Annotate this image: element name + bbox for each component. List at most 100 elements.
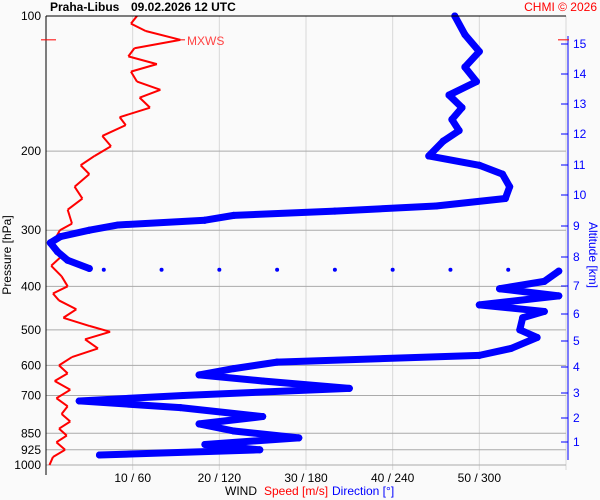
speed-segment bbox=[58, 356, 73, 367]
direction-segment bbox=[114, 216, 209, 229]
direction-wrap-dot bbox=[275, 267, 280, 272]
direction-segment bbox=[230, 207, 339, 219]
speed-segment bbox=[55, 397, 69, 408]
speed-segment bbox=[134, 38, 181, 50]
speed-segment bbox=[54, 372, 69, 382]
altitude-tick-label: 14 bbox=[573, 67, 587, 81]
speed-segment bbox=[89, 324, 111, 333]
direction-point bbox=[201, 440, 209, 448]
speed-segment bbox=[130, 71, 138, 83]
direction-point bbox=[506, 183, 514, 191]
speed-segment bbox=[80, 155, 96, 167]
direction-point bbox=[461, 63, 469, 71]
direction-segment bbox=[331, 202, 440, 215]
direction-segment bbox=[475, 161, 506, 178]
x-axis-speed-label: Speed [m/s] bbox=[264, 484, 328, 498]
direction-point bbox=[230, 365, 238, 373]
x-tick-label: 40 / 240 bbox=[371, 471, 415, 485]
speed-segment bbox=[52, 285, 69, 295]
direction-segment bbox=[95, 446, 264, 459]
speed-segment bbox=[119, 106, 151, 119]
speed-segment bbox=[84, 330, 111, 341]
y-tick-label: 850 bbox=[21, 426, 41, 440]
altitude-tick-label: 6 bbox=[573, 307, 580, 321]
direction-segment bbox=[451, 12, 469, 39]
x-tick-label: 10 / 60 bbox=[114, 471, 151, 485]
altitude-tick-label: 1 bbox=[573, 435, 580, 449]
direction-segment bbox=[195, 371, 267, 385]
y-tick-label: 1000 bbox=[14, 458, 41, 472]
speed-segment bbox=[145, 30, 181, 41]
direction-point bbox=[472, 78, 480, 86]
speed-segment bbox=[128, 55, 158, 66]
altitude-tick-label: 7 bbox=[573, 279, 580, 293]
altitude-tick-label: 2 bbox=[573, 411, 580, 425]
direction-point bbox=[516, 326, 524, 334]
direction-point bbox=[555, 292, 563, 300]
direction-segment bbox=[179, 384, 353, 399]
speed-segment bbox=[60, 413, 71, 423]
direction-point bbox=[540, 307, 548, 315]
altitude-tick-label: 4 bbox=[573, 360, 580, 374]
direction-point bbox=[195, 420, 203, 428]
speed-segment bbox=[73, 173, 90, 188]
speed-segment bbox=[55, 441, 66, 451]
direction-point bbox=[95, 451, 103, 459]
direction-segment bbox=[507, 333, 541, 352]
direction-wrap-dot bbox=[390, 267, 395, 272]
altitude-tick-label: 9 bbox=[573, 219, 580, 233]
direction-point bbox=[432, 202, 440, 210]
direction-point bbox=[519, 314, 527, 322]
direction-point bbox=[475, 161, 483, 169]
direction-point bbox=[54, 248, 62, 256]
speed-segment bbox=[59, 222, 73, 232]
speed-segment bbox=[94, 145, 112, 157]
x-axis-direction-label: Direction [°] bbox=[332, 484, 394, 498]
direction-point bbox=[259, 413, 267, 421]
altitude-tick-label: 11 bbox=[573, 158, 586, 172]
speed-segment bbox=[130, 15, 138, 25]
x-tick-label: 30 / 180 bbox=[284, 471, 328, 485]
direction-point bbox=[256, 446, 264, 454]
direction-point bbox=[75, 397, 83, 405]
direction-wrap-dot bbox=[506, 267, 511, 272]
axes: 10 / 60 20 / 120 30 / 180 40 / 240 50 / 300 1… bbox=[14, 9, 586, 485]
direction-point bbox=[259, 377, 267, 385]
station-name: Praha-Libus bbox=[50, 0, 120, 14]
direction-segment bbox=[432, 195, 509, 210]
direction-point bbox=[475, 351, 483, 359]
speed-segment bbox=[58, 427, 68, 437]
direction-point bbox=[85, 264, 93, 272]
direction-point bbox=[64, 256, 72, 264]
direction-point bbox=[345, 384, 353, 392]
altitude-tick-label: 13 bbox=[573, 97, 587, 111]
speed-segment bbox=[48, 456, 54, 466]
speed-segment bbox=[60, 275, 69, 287]
direction-point bbox=[501, 195, 509, 203]
direction-segment bbox=[273, 351, 483, 366]
direction-point bbox=[461, 31, 469, 39]
altitude-tick-label: 15 bbox=[573, 37, 587, 51]
direction-point bbox=[85, 226, 93, 234]
direction-point bbox=[295, 434, 303, 442]
direction-segment bbox=[85, 221, 122, 234]
direction-point bbox=[114, 221, 122, 229]
speed-segment bbox=[139, 88, 161, 99]
direction-point bbox=[533, 333, 541, 341]
mxws-annotation: MXWS bbox=[187, 34, 224, 48]
direction-point bbox=[56, 233, 64, 241]
direction-point bbox=[445, 91, 453, 99]
direction-segment bbox=[475, 344, 515, 359]
speed-segment bbox=[136, 80, 161, 91]
direction-point bbox=[273, 358, 281, 366]
direction-point bbox=[458, 104, 466, 112]
speed-segment bbox=[79, 164, 91, 175]
direction-point bbox=[555, 267, 563, 275]
direction-point bbox=[455, 127, 463, 135]
speed-segment bbox=[101, 124, 127, 137]
speed-segment bbox=[54, 380, 71, 391]
speed-segment bbox=[73, 186, 84, 200]
speed-segment bbox=[130, 63, 158, 73]
direction-point bbox=[230, 427, 238, 435]
direction-series bbox=[46, 12, 563, 459]
